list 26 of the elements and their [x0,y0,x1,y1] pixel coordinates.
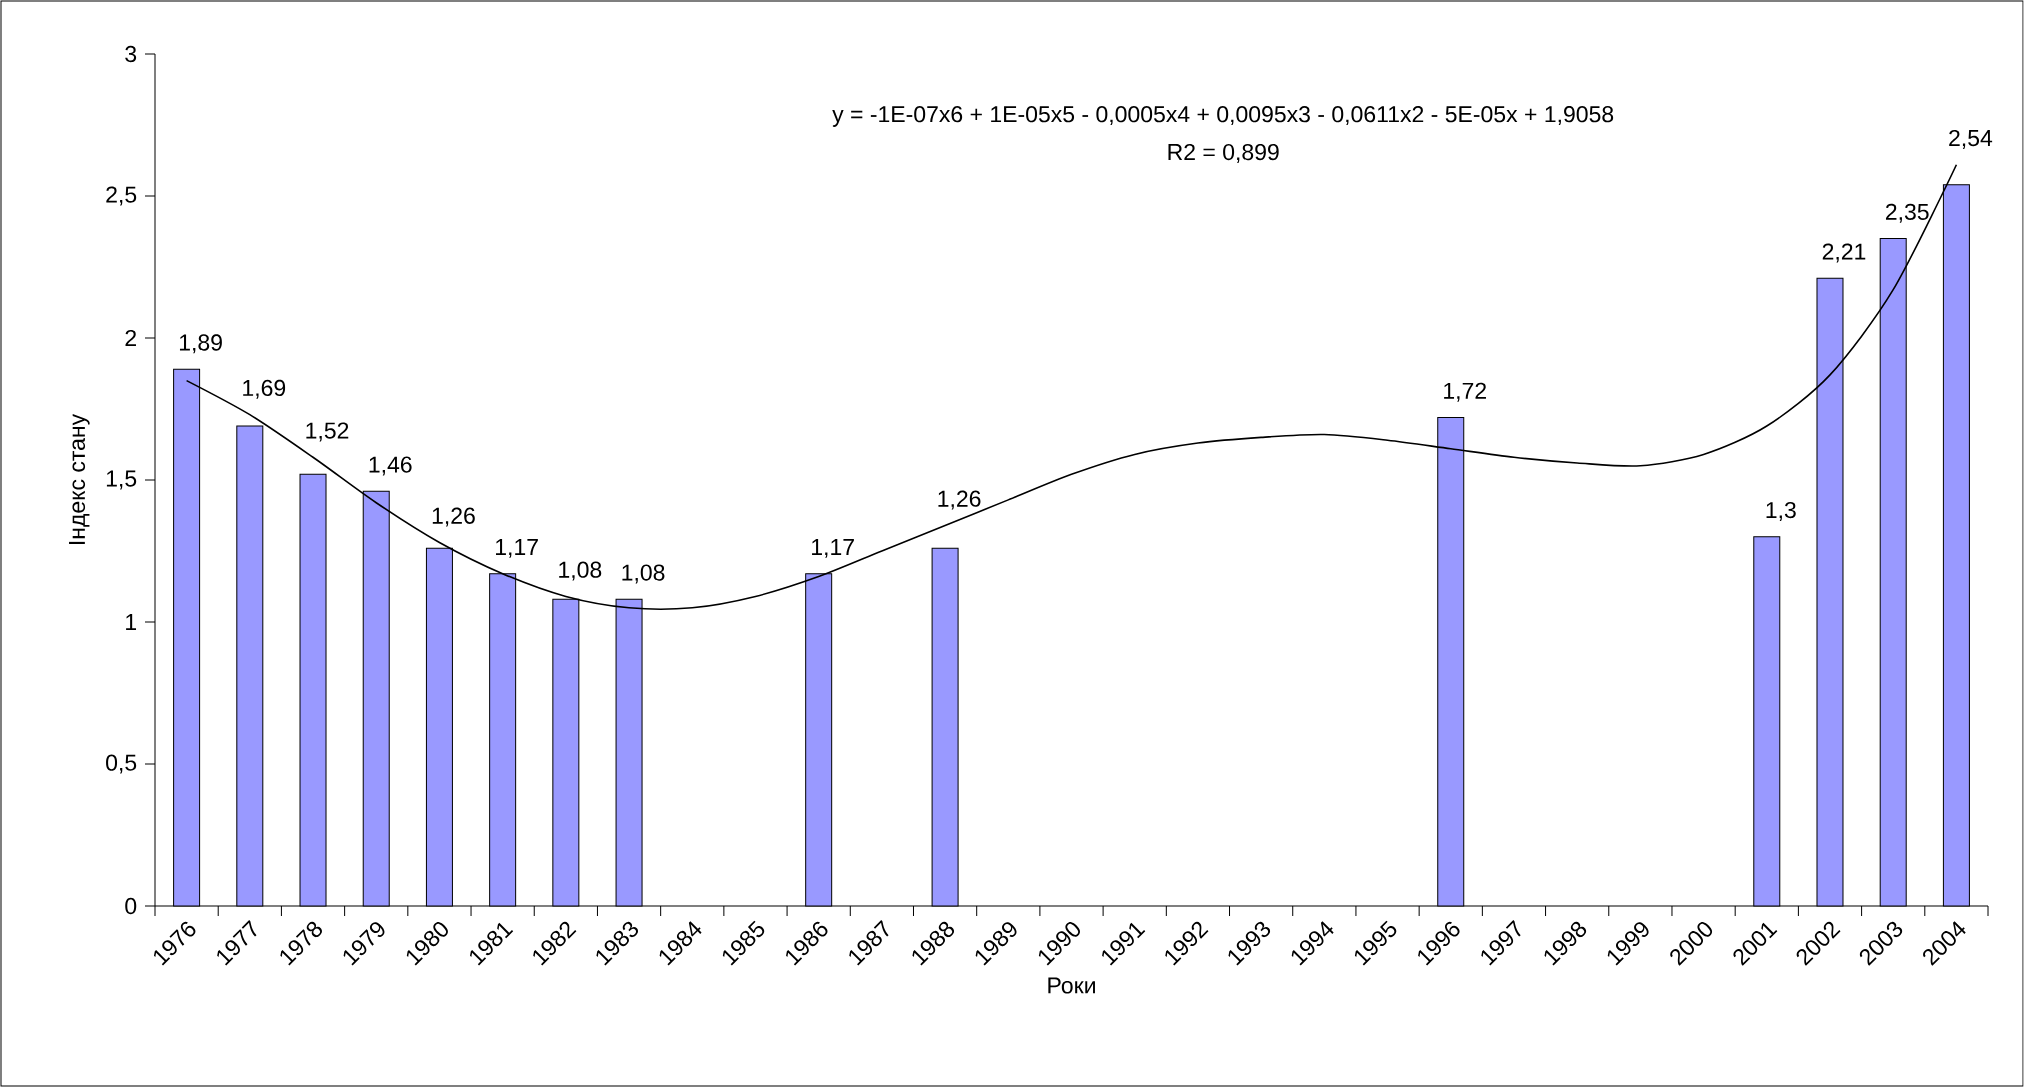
data-label: 2,54 [1949,129,1993,149]
data-label: 1,72 [1444,382,1486,402]
data-label: 1,26 [432,507,475,527]
y-tick-label: 2 [125,329,136,347]
data-label: 1,69 [243,379,286,399]
y-tick-label: 0 [125,897,137,915]
y-tick-label: 1 [126,614,137,630]
x-axis-title: Роки [1048,977,1095,994]
data-label: 1,52 [306,422,349,442]
annotation: R2 = 0,899 [1168,143,1279,163]
data-label: 1,89 [179,334,222,354]
data-label: 2,35 [1885,203,1929,223]
data-label: 2,21 [1822,243,1866,263]
data-label: 1,46 [369,456,412,476]
annotation: y = -1E-07x6 + 1E-05x5 - 0,0005x4 + 0,0095x3 - 0,0611x2 - 5E-05x + 1,9058 [832,106,1614,127]
data-label: 1,3 [1766,501,1796,521]
y-axis-title: Індекс стану [69,413,90,545]
y-tick-label: 3 [125,45,137,63]
data-label: 1,26 [938,490,981,510]
y-tick-label: 1,5 [106,470,137,490]
data-label: 1,08 [559,561,602,581]
data-label: 1,17 [812,539,854,558]
data-label: 1,17 [496,539,538,558]
y-tick-label: 2,5 [106,186,137,206]
y-tick-label: 0,5 [106,754,137,774]
data-label: 1,08 [622,564,665,584]
